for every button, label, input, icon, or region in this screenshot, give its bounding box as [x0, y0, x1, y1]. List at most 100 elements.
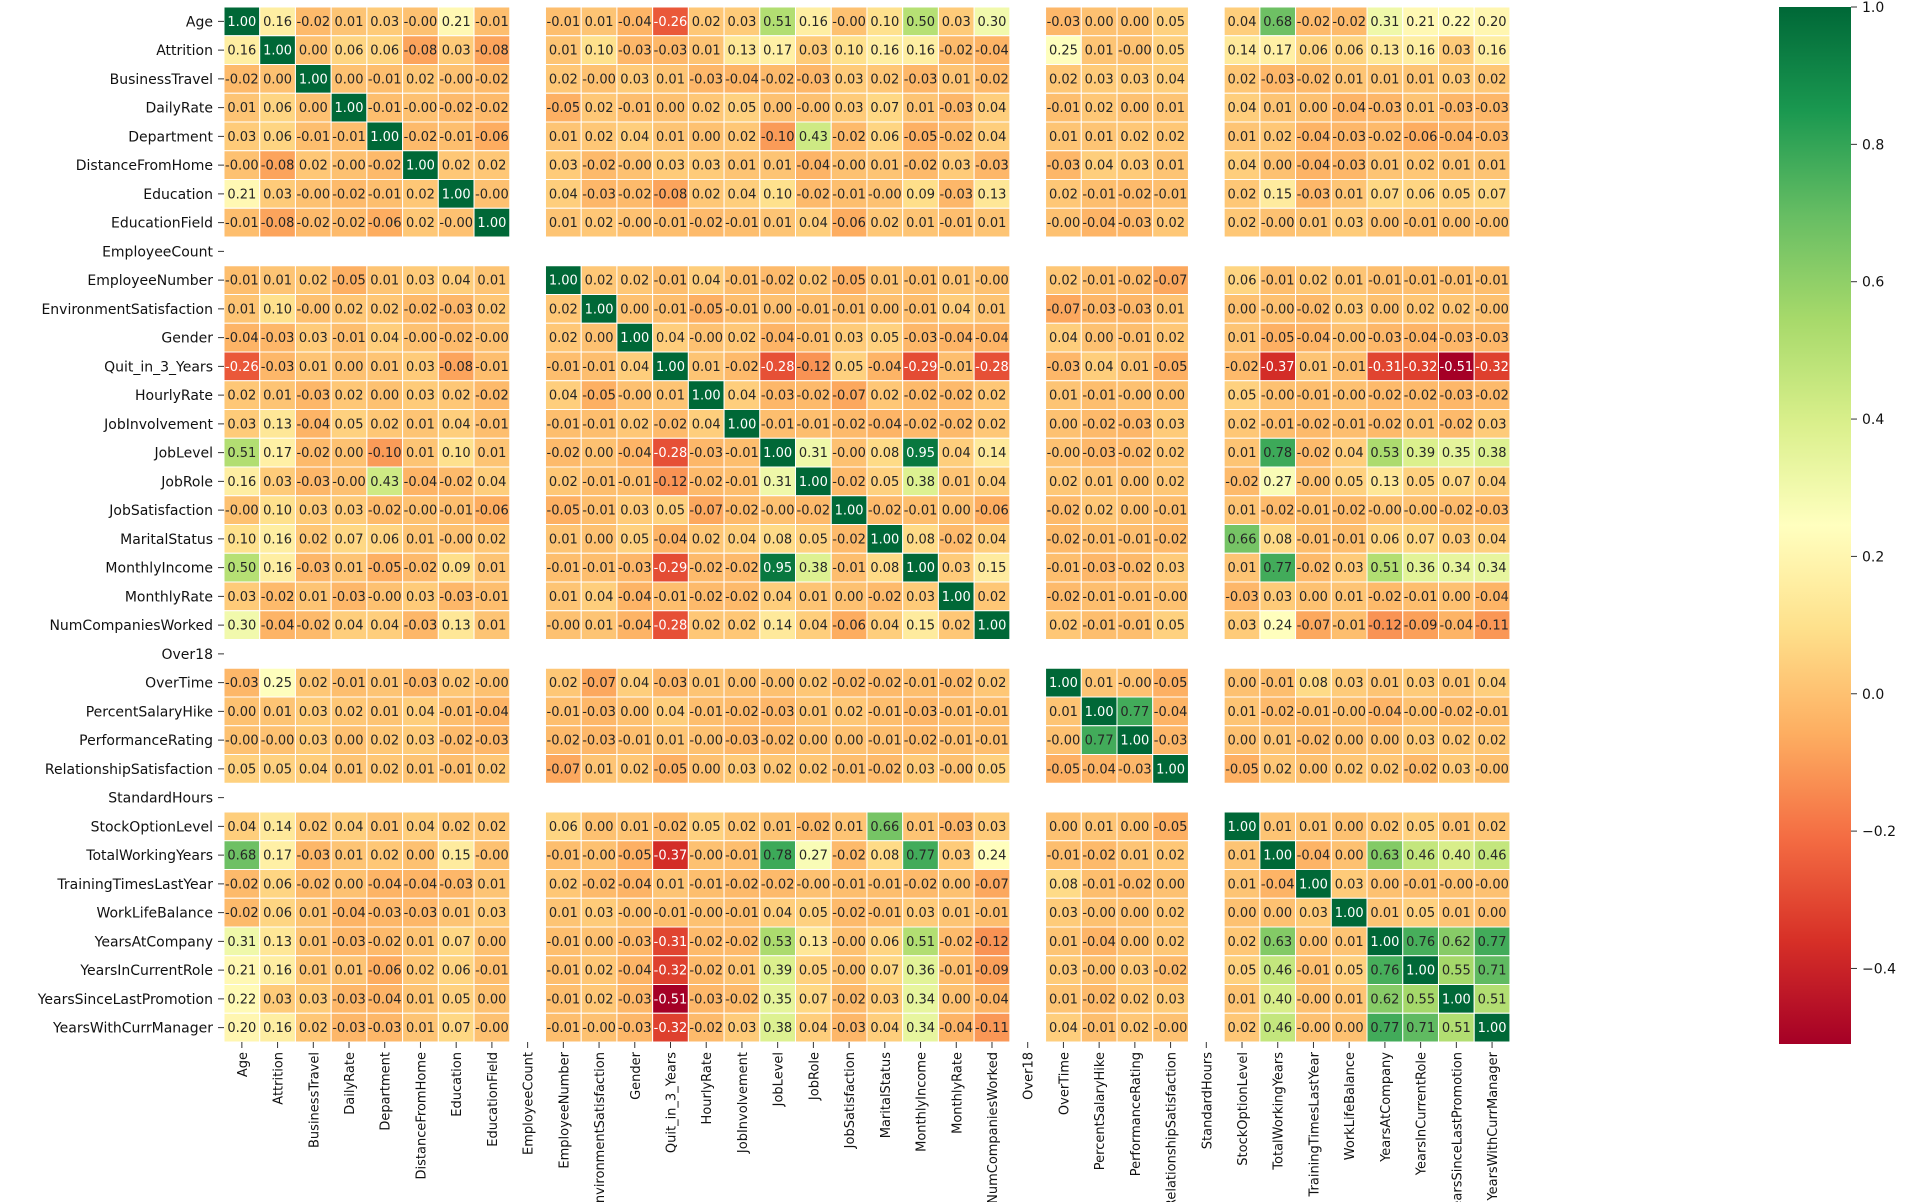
cell-value-label: -0.04 — [1082, 216, 1116, 231]
cell-value-label: 0.03 — [1228, 619, 1257, 634]
cell-value-label: -0.04 — [225, 331, 259, 346]
heatmap-cell — [1080, 92, 1118, 123]
cell-value-label: 0.02 — [335, 389, 364, 404]
cell-value-label: -0.03 — [689, 72, 723, 87]
cell-value-label: -0.00 — [296, 187, 330, 202]
cell-value-label: -0.00 — [582, 72, 616, 87]
heatmap-cell — [1295, 121, 1332, 152]
cell-value-label: 0.62 — [1442, 935, 1471, 950]
cell-value-label: 0.07 — [442, 935, 471, 950]
cell-value-label: 0.07 — [870, 101, 899, 116]
cell-value-label: 0.05 — [263, 762, 292, 777]
cell-value-label: -0.03 — [654, 44, 688, 59]
heatmap-cell — [1402, 64, 1439, 94]
cell-value-label: -0.01 — [1082, 1021, 1116, 1036]
column-label: HourlyRate — [700, 1052, 715, 1124]
cell-value-label: 0.04 — [692, 274, 721, 289]
cell-value-label: -0.02 — [725, 590, 759, 605]
cell-value-label: 0.00 — [1335, 1021, 1364, 1036]
column-label: DistanceFromHome — [414, 1052, 429, 1179]
cell-value-label: -0.03 — [1440, 101, 1474, 116]
heatmap-cell — [1152, 121, 1189, 152]
cell-value-label: -0.04 — [1332, 101, 1366, 116]
heatmap-cell — [1402, 150, 1439, 180]
heatmap-cell — [259, 6, 296, 37]
cell-value-label: 0.02 — [549, 72, 578, 87]
heatmap-cell — [1473, 35, 1511, 65]
cell-value-label: 0.02 — [1406, 159, 1435, 174]
cell-value-label: -0.09 — [975, 964, 1009, 979]
cell-value-label: -0.29 — [904, 360, 938, 375]
cell-value-label: 0.01 — [549, 906, 578, 921]
cell-value-label: 0.03 — [299, 705, 328, 720]
cell-value-label: 0.15 — [1263, 187, 1292, 202]
cell-value-label: -0.02 — [1225, 475, 1259, 490]
cell-value-label: -0.01 — [725, 849, 759, 864]
cell-value-label: 0.04 — [870, 619, 899, 634]
cell-value-label: 0.63 — [1263, 935, 1292, 950]
cell-value-label: -0.06 — [832, 619, 866, 634]
cell-value-label: -0.04 — [618, 619, 652, 634]
heatmap-cell — [294, 35, 332, 65]
cell-value-label: 0.00 — [299, 101, 328, 116]
heatmap-cell — [723, 150, 761, 180]
cell-value-label: -0.02 — [939, 935, 973, 950]
cell-value-label: -0.02 — [332, 216, 366, 231]
heatmap-cell — [1330, 121, 1368, 152]
heatmap-cell — [1473, 322, 1511, 353]
heatmap-cell — [223, 380, 261, 410]
cell-value-label: -0.02 — [1297, 561, 1331, 576]
cell-value-label: 1.00 — [406, 159, 435, 174]
cell-value-label: 0.04 — [477, 475, 506, 490]
cell-value-label: 0.03 — [299, 331, 328, 346]
cell-value-label: -0.02 — [1118, 877, 1152, 892]
cell-value-label: 0.02 — [1406, 302, 1435, 317]
cell-value-label: -0.02 — [1475, 389, 1509, 404]
cell-value-label: 0.01 — [656, 734, 685, 749]
cell-value-label: 0.03 — [835, 101, 864, 116]
cell-value-label: -0.01 — [1440, 274, 1474, 289]
cell-value-label: 0.53 — [763, 935, 792, 950]
cell-value-label: 0.03 — [1156, 992, 1185, 1007]
heatmap-cell — [759, 207, 797, 238]
heatmap-cell — [1366, 92, 1404, 123]
cell-value-label: -0.02 — [1082, 849, 1116, 864]
heatmap-cell — [473, 64, 511, 94]
cell-value-label: -0.01 — [1475, 274, 1509, 289]
cell-value-label: -0.04 — [1440, 619, 1474, 634]
cell-value-label: 0.31 — [799, 446, 828, 461]
cell-value-label: 0.17 — [763, 44, 792, 59]
heatmap-cell — [1116, 466, 1154, 497]
cell-value-label: 0.68 — [227, 849, 256, 864]
cell-value-label: 0.01 — [1228, 992, 1257, 1007]
cell-value-label: -0.00 — [618, 906, 652, 921]
cell-value-label: 0.02 — [978, 676, 1007, 691]
heatmap-cell — [973, 437, 1011, 468]
cell-value-label: 0.51 — [1370, 561, 1399, 576]
heatmap-cell — [1080, 64, 1118, 94]
cell-value-label: -0.04 — [939, 331, 973, 346]
cell-value-label: 0.38 — [763, 1021, 792, 1036]
cell-value-label: -0.00 — [832, 159, 866, 174]
cell-value-label: 0.01 — [1049, 935, 1078, 950]
cell-value-label: -0.01 — [439, 762, 473, 777]
heatmap-cell — [1330, 64, 1368, 94]
cell-value-label: 0.01 — [335, 964, 364, 979]
cell-value-label: -0.04 — [654, 532, 688, 547]
cell-value-label: -0.04 — [618, 446, 652, 461]
cell-value-label: -0.02 — [1368, 590, 1402, 605]
cell-value-label: -0.01 — [975, 705, 1009, 720]
heatmap-cell — [259, 294, 296, 324]
cell-value-label: 1.00 — [763, 446, 792, 461]
cell-value-label: 0.02 — [585, 992, 614, 1007]
cell-value-label: 0.16 — [870, 44, 899, 59]
colorbar-gradient — [1779, 7, 1851, 1044]
cell-value-label: 0.02 — [477, 159, 506, 174]
heatmap-cell — [402, 437, 439, 468]
heatmap-cell — [902, 524, 939, 554]
heatmap-cell — [973, 6, 1011, 37]
heatmap-cell — [1116, 322, 1154, 353]
cell-value-label: 0.00 — [1299, 762, 1328, 777]
cell-value-label: -0.02 — [439, 734, 473, 749]
cell-value-label: -0.02 — [654, 820, 688, 835]
